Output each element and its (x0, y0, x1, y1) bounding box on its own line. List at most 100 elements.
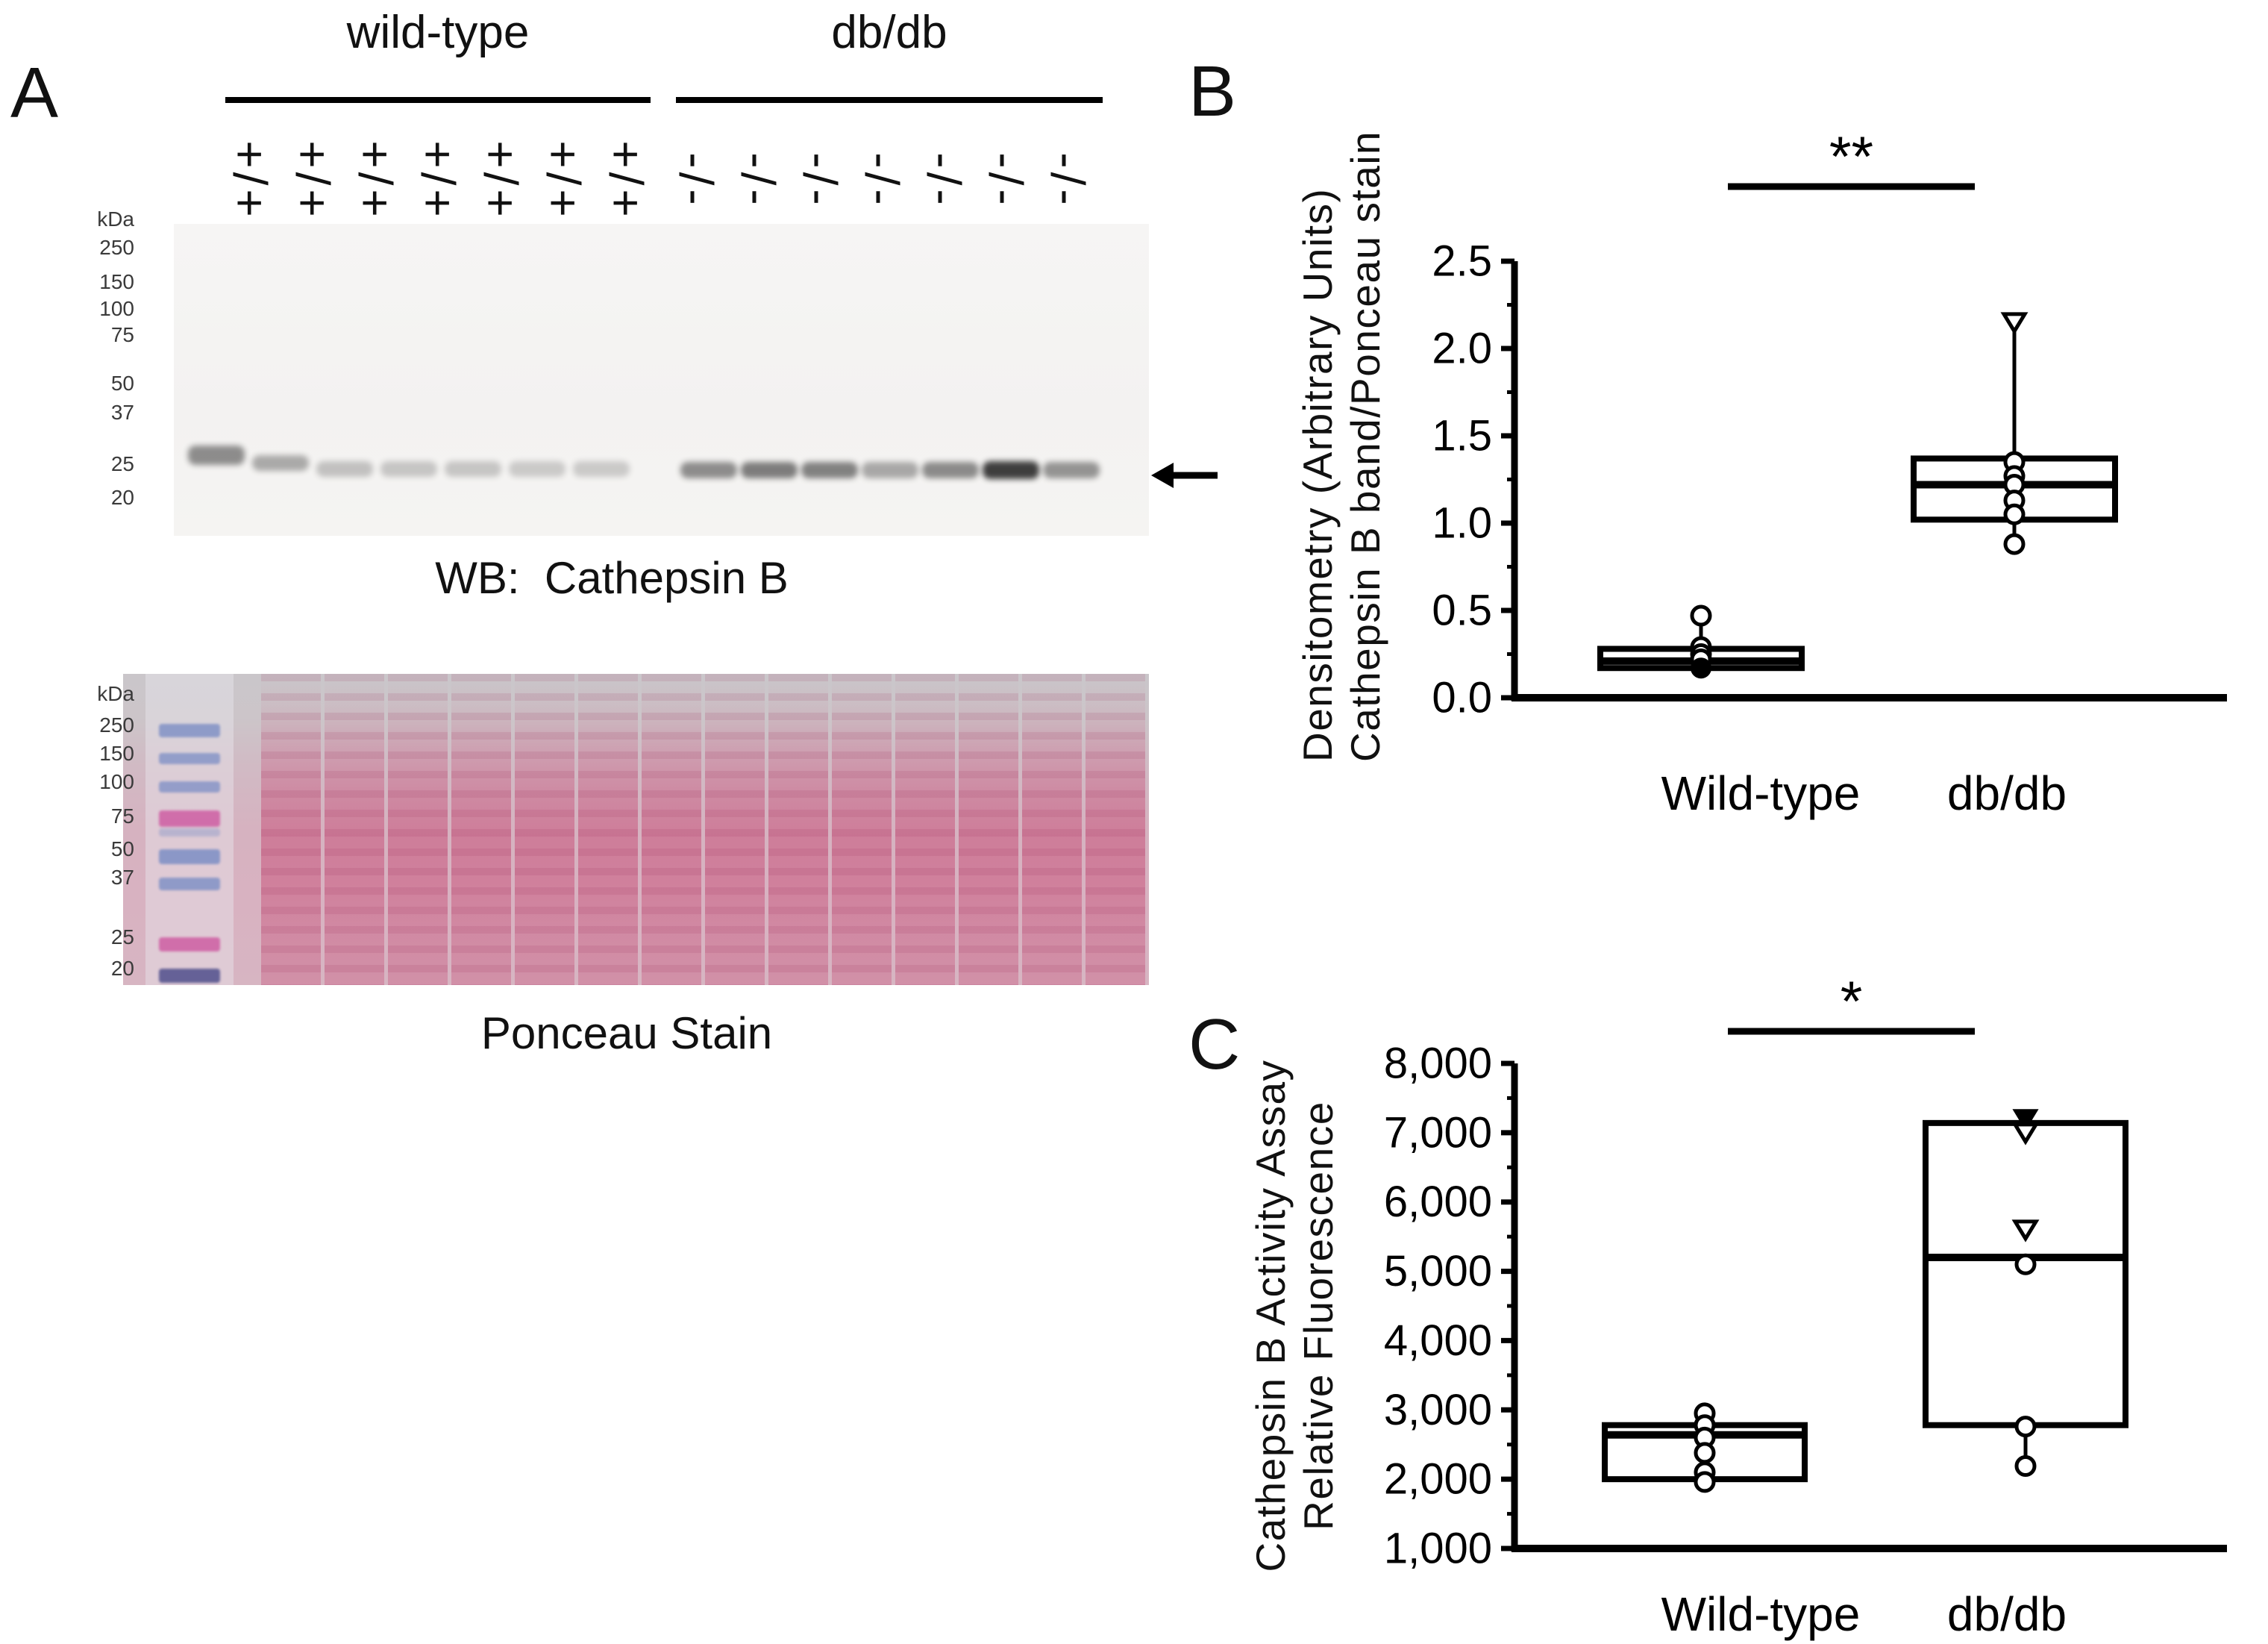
wb-kda-mark-37: 37 (110, 401, 134, 424)
chart-c-point-Wild-type-6 (1694, 1471, 1716, 1493)
chart-b-point-Wild-type-1 (1690, 604, 1712, 627)
chart-c-point-db/db-3 (2011, 1219, 2040, 1243)
wb-band-lane-14 (1043, 462, 1100, 478)
wb-band-lane-12 (922, 462, 979, 478)
ponceau-sample-lane-3 (388, 674, 448, 985)
wb-band-lane-11 (862, 462, 918, 478)
chart-c-point-db/db-6 (2014, 1455, 2037, 1477)
ponceau-sample-lane-11 (895, 674, 955, 985)
ponceau-kda-mark-75: 75 (110, 804, 134, 828)
wb-kda-unit-label: kDa (97, 207, 134, 231)
chart-c-significance-label: * (1841, 970, 1863, 1034)
chart-b-tick-label-1.5: 1.5 (1432, 412, 1492, 460)
chart-b-tick-label-2.0: 2.0 (1432, 325, 1492, 373)
band-arrow-head-icon (1151, 463, 1174, 488)
ponceau-kda-mark-100: 100 (99, 770, 134, 793)
wb-band-lane-8 (680, 462, 737, 478)
ponceau-sample-lane-13 (1022, 674, 1082, 985)
panel-a-label: A (10, 53, 59, 133)
chart-b-point-db/db-1 (2000, 312, 2029, 335)
chart-c-point-db/db-1 (2012, 1109, 2039, 1131)
chart-b-tick-label-2.5: 2.5 (1432, 237, 1492, 286)
chart-c-point-db/db-5 (2014, 1416, 2037, 1438)
wb-band-lane-13 (983, 461, 1039, 479)
chart-b-category-label-db/db: db/db (1947, 766, 2067, 820)
db-db-group-underline (676, 97, 1103, 103)
chart-b-point-Wild-type-5 (1691, 657, 1711, 679)
ponceau-marker-band-3 (159, 781, 220, 793)
chart-c-category-label-db/db: db/db (1947, 1587, 2067, 1641)
ponceau-sample-lane-5 (515, 674, 574, 985)
chart-c-category-label-Wild-type: Wild-type (1661, 1587, 1861, 1641)
chart-b-category-label-Wild-type: Wild-type (1661, 766, 1861, 820)
ponceau-sample-lane-14 (1086, 674, 1145, 985)
wb-kda-mark-250: 250 (99, 236, 134, 259)
ponceau-marker-band-2 (159, 753, 220, 764)
chart-b-significance-label: ** (1829, 125, 1873, 189)
chart-c-tick-label-7,000: 7,000 (1384, 1108, 1492, 1157)
wb-band-lane-10 (801, 462, 858, 478)
ponceau-sample-lane-12 (959, 674, 1018, 985)
ponceau-caption: Ponceau Stain (480, 1008, 773, 1058)
chart-c-point-db/db-4 (2014, 1253, 2037, 1275)
chart-c-tick-label-2,000: 2,000 (1384, 1455, 1492, 1504)
wb-band-lane-5 (445, 460, 501, 477)
chart-b-point-db/db-7 (2003, 533, 2026, 555)
western-blot-image (174, 224, 1149, 536)
wb-band-lane-3 (316, 460, 373, 477)
ponceau-marker-band-8 (159, 937, 220, 951)
ponceau-kda-mark-50: 50 (110, 837, 134, 860)
ponceau-kda-mark-250: 250 (99, 713, 134, 737)
panel-c-label: C (1188, 1004, 1241, 1084)
ponceau-marker-band-7 (159, 878, 220, 890)
ponceau-marker-band-9 (159, 969, 220, 983)
wb-kda-mark-50: 50 (110, 372, 134, 395)
chart-c-tick-label-6,000: 6,000 (1384, 1178, 1492, 1226)
ponceau-sample-lane-8 (705, 674, 765, 985)
ponceau-marker-band-4 (159, 810, 220, 827)
panel-b-label: B (1188, 51, 1237, 131)
ponceau-kda-mark-20: 20 (110, 957, 134, 980)
wb-kda-mark-20: 20 (110, 486, 134, 509)
chart-c-point-db/db-2 (2011, 1122, 2040, 1146)
wb-band-lane-9 (741, 462, 798, 478)
chart-c-tick-label-5,000: 5,000 (1384, 1247, 1492, 1295)
chart-c-tick-label-3,000: 3,000 (1384, 1386, 1492, 1434)
wild-type-group-underline (225, 97, 651, 103)
wb-kda-mark-150: 150 (99, 270, 134, 293)
ponceau-kda-mark-37: 37 (110, 866, 134, 889)
chart-c-tick-label-1,000: 1,000 (1384, 1525, 1492, 1573)
ponceau-sample-lane-6 (578, 674, 638, 985)
chart-c-point-Wild-type-4 (1694, 1442, 1716, 1464)
ponceau-sample-lane-7 (642, 674, 701, 985)
wb-band-lane-7 (573, 460, 630, 477)
wb-kda-mark-75: 75 (110, 323, 134, 346)
chart-b-point-db/db-6 (2003, 503, 2026, 525)
wb-kda-mark-100: 100 (99, 297, 134, 320)
ponceau-sample-lane-1 (261, 674, 321, 985)
chart-c-tick-label-4,000: 4,000 (1384, 1316, 1492, 1365)
chart-c-tick-label-8,000: 8,000 (1384, 1040, 1492, 1088)
wb-kda-mark-25: 25 (110, 452, 134, 475)
group-header-wild-type: wild-type (346, 7, 530, 58)
chart-b-tick-label-1.0: 1.0 (1432, 499, 1492, 548)
wb-band-lane-4 (380, 460, 437, 477)
ponceau-sample-lane-10 (832, 674, 892, 985)
ponceau-sample-lane-4 (451, 674, 511, 985)
ponceau-sample-lane-9 (768, 674, 828, 985)
chart-b-tick-label-0.5: 0.5 (1432, 587, 1492, 635)
group-header-db-db: db/db (831, 7, 947, 58)
wb-band-lane-2 (252, 454, 309, 471)
ponceau-sample-lane-2 (325, 674, 384, 985)
ponceau-marker-band-6 (159, 849, 220, 864)
ponceau-kda-mark-150: 150 (99, 742, 134, 765)
wb-band-lane-1 (188, 446, 245, 465)
wb-band-lane-6 (509, 460, 566, 477)
chart-b-tick-label-0.0: 0.0 (1432, 674, 1492, 722)
ponceau-kda-unit-label: kDa (97, 682, 134, 705)
ponceau-marker-band-1 (159, 724, 220, 737)
ponceau-gel-image (123, 674, 1149, 985)
ponceau-marker-band-5 (159, 828, 220, 837)
